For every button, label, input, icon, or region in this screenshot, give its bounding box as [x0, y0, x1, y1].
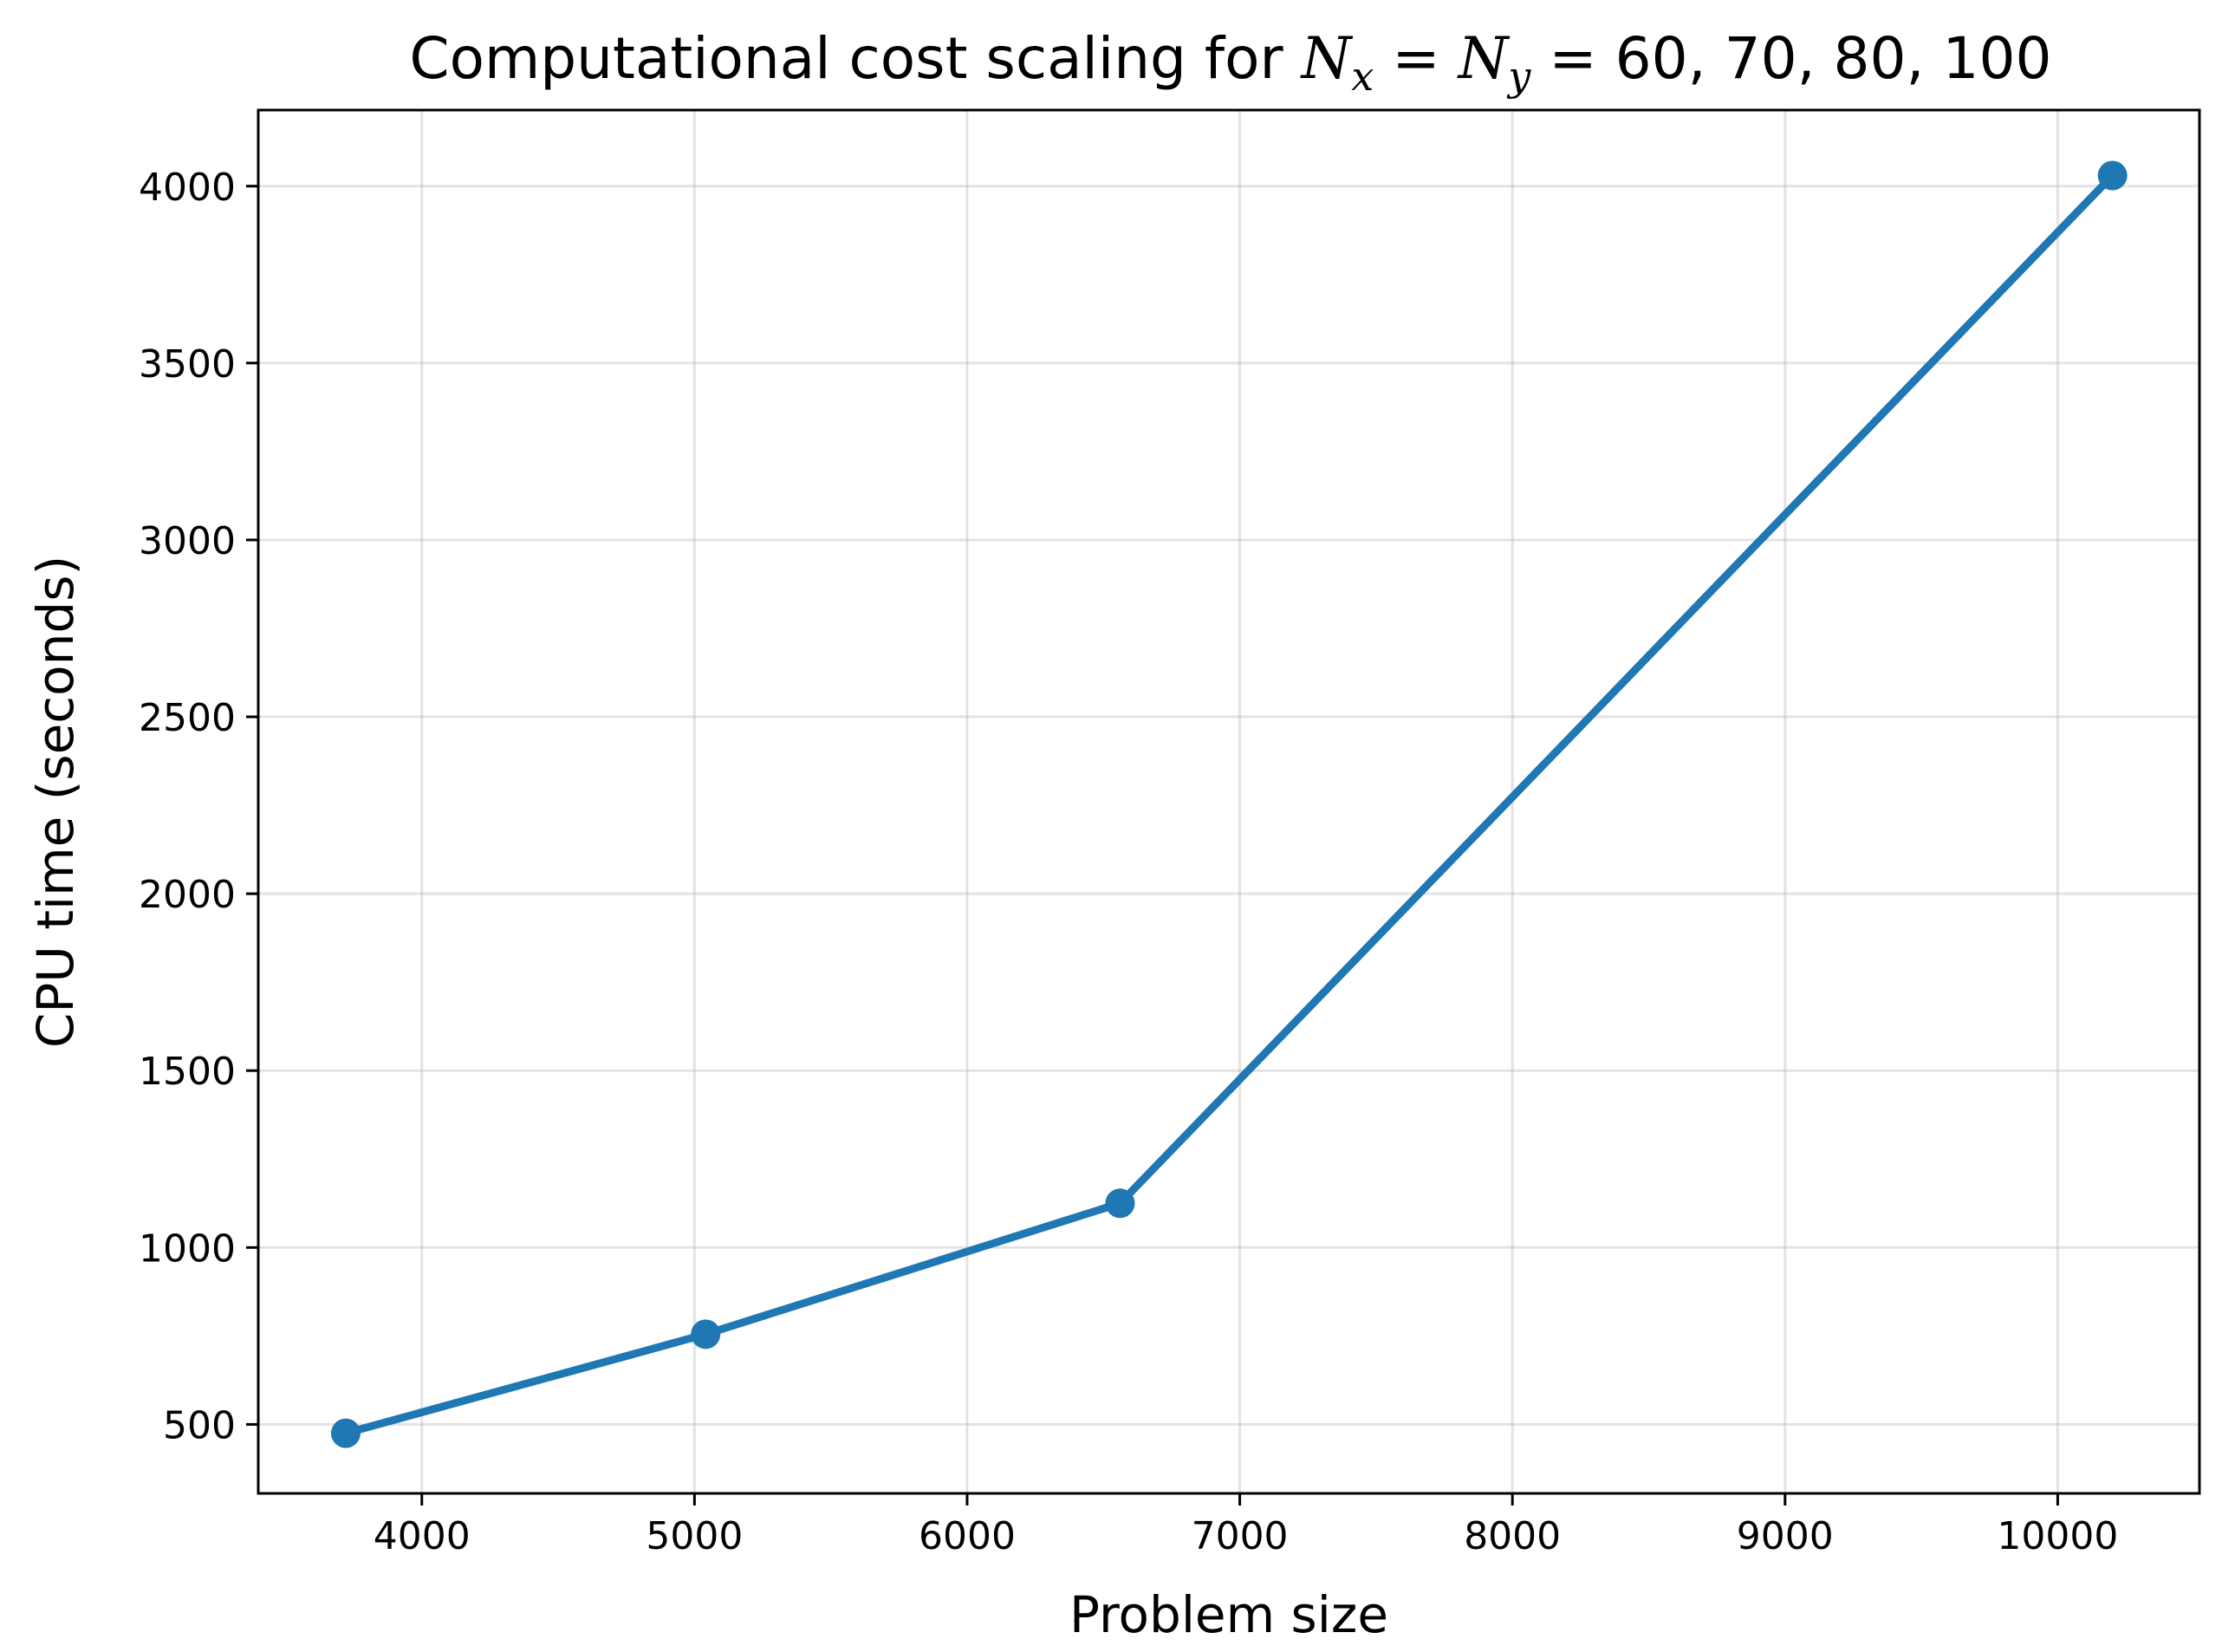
- chart-title-sub-x: x: [1351, 53, 1374, 100]
- x-tick-label: 8000: [1464, 1514, 1561, 1558]
- y-tick-label: 500: [163, 1403, 236, 1447]
- plot-frame: [257, 108, 2201, 1495]
- y-axis-label: CPU time (seconds): [26, 556, 85, 1048]
- y-tick-label: 2500: [139, 696, 236, 740]
- x-tick-label: 6000: [919, 1514, 1016, 1558]
- y-tick-label: 2000: [139, 873, 236, 917]
- series-line: [341, 172, 2117, 1438]
- chart-title-eq1: =: [1374, 25, 1458, 92]
- y-tick-label: 3500: [139, 342, 236, 387]
- y-tick-label: 1000: [139, 1226, 236, 1271]
- chart-title-var-nx: N: [1300, 25, 1354, 92]
- x-tick-label: 9000: [1737, 1514, 1834, 1558]
- y-tick-label: 1500: [139, 1050, 236, 1094]
- grid: [258, 110, 2199, 1493]
- x-tick-label: 5000: [646, 1514, 743, 1558]
- data-point: [691, 1319, 721, 1350]
- chart-title-var-ny: N: [1457, 25, 1511, 92]
- y-tick-label: 4000: [139, 166, 236, 210]
- chart-title-eq2: =: [1530, 25, 1615, 92]
- chart-title-prefix: Computational cost scaling for: [410, 25, 1302, 92]
- axis-ticks: 4000 5000 6000 7000 8000 9000 10000 500 1000 1500…: [139, 166, 2118, 1558]
- x-tick-label: 10000: [1997, 1514, 2118, 1558]
- data-point: [1105, 1188, 1135, 1219]
- chart-title-values: 60, 70, 80, 100: [1615, 25, 2052, 92]
- series-layer: [330, 160, 2128, 1448]
- data-point: [2097, 160, 2128, 191]
- x-axis-label: Problem size: [1069, 1585, 1388, 1644]
- chart-title: Computational cost scaling for Nx = Ny =…: [410, 25, 2052, 100]
- data-point: [330, 1418, 361, 1448]
- chart-title-sub-y: y: [1506, 53, 1531, 100]
- y-tick-label: 3000: [139, 519, 236, 563]
- x-tick-label: 4000: [374, 1514, 471, 1558]
- x-tick-label: 7000: [1192, 1514, 1289, 1558]
